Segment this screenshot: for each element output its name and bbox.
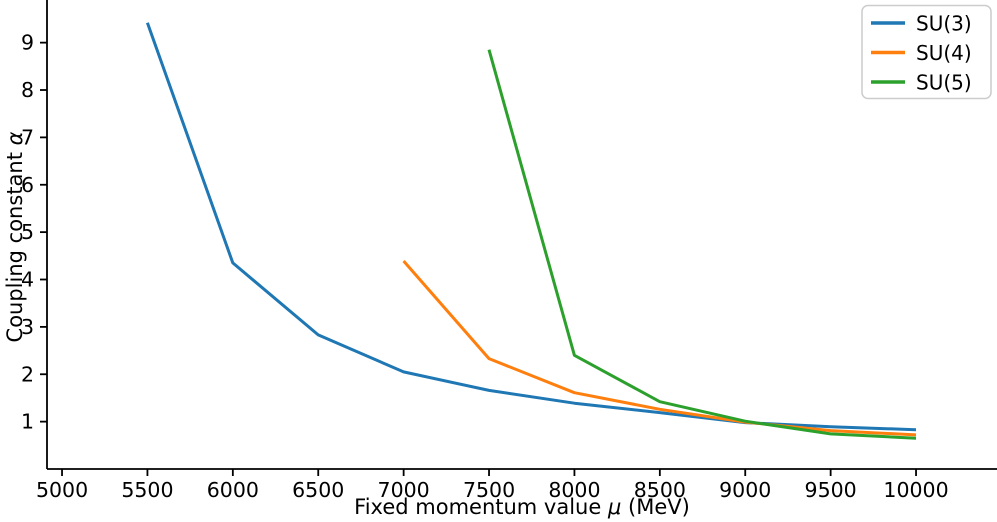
x-tick-label: 5000 — [36, 478, 88, 502]
y-tick-label: 3 — [21, 315, 34, 339]
x-tick-label: 10000 — [883, 478, 948, 502]
legend-label: SU(3) — [916, 12, 972, 36]
series-line-su3 — [145, 22, 917, 432]
legend-label: SU(5) — [916, 71, 972, 95]
legend-entry: SU(5) — [871, 71, 972, 95]
series-line-su4 — [402, 260, 917, 437]
x-tick-label: 8000 — [548, 478, 600, 502]
x-axis-label: Fixed momentum value μ (MeV) — [354, 495, 690, 519]
x-tick-label: 7000 — [378, 478, 430, 502]
x-tick-label: 6500 — [292, 478, 344, 502]
y-tick-label: 2 — [21, 362, 34, 386]
x-tick-label: 9000 — [719, 478, 771, 502]
legend-label: SU(4) — [916, 41, 972, 65]
y-tick-label: 1 — [21, 410, 34, 434]
legend-entry: SU(3) — [871, 12, 972, 36]
y-tick-label: 6 — [21, 173, 34, 197]
y-tick-label: 8 — [21, 78, 34, 102]
y-tick-label: 5 — [21, 220, 34, 244]
legend-box — [861, 4, 992, 100]
y-tick-label: 4 — [21, 268, 34, 292]
y-tick-label: 9 — [21, 31, 34, 55]
x-tick-label: 7500 — [463, 478, 515, 502]
legend-entry: SU(4) — [871, 41, 972, 65]
x-tick-label: 8500 — [634, 478, 686, 502]
x-tick-label: 5500 — [121, 478, 173, 502]
x-tick-label: 9500 — [805, 478, 857, 502]
x-tick-label: 6000 — [207, 478, 259, 502]
y-tick-label: 7 — [21, 125, 34, 149]
series-line-su5 — [487, 49, 917, 440]
y-axis-label: Coupling constant α — [3, 131, 27, 342]
legend: SU(3) SU(4) SU(5) — [861, 4, 992, 100]
